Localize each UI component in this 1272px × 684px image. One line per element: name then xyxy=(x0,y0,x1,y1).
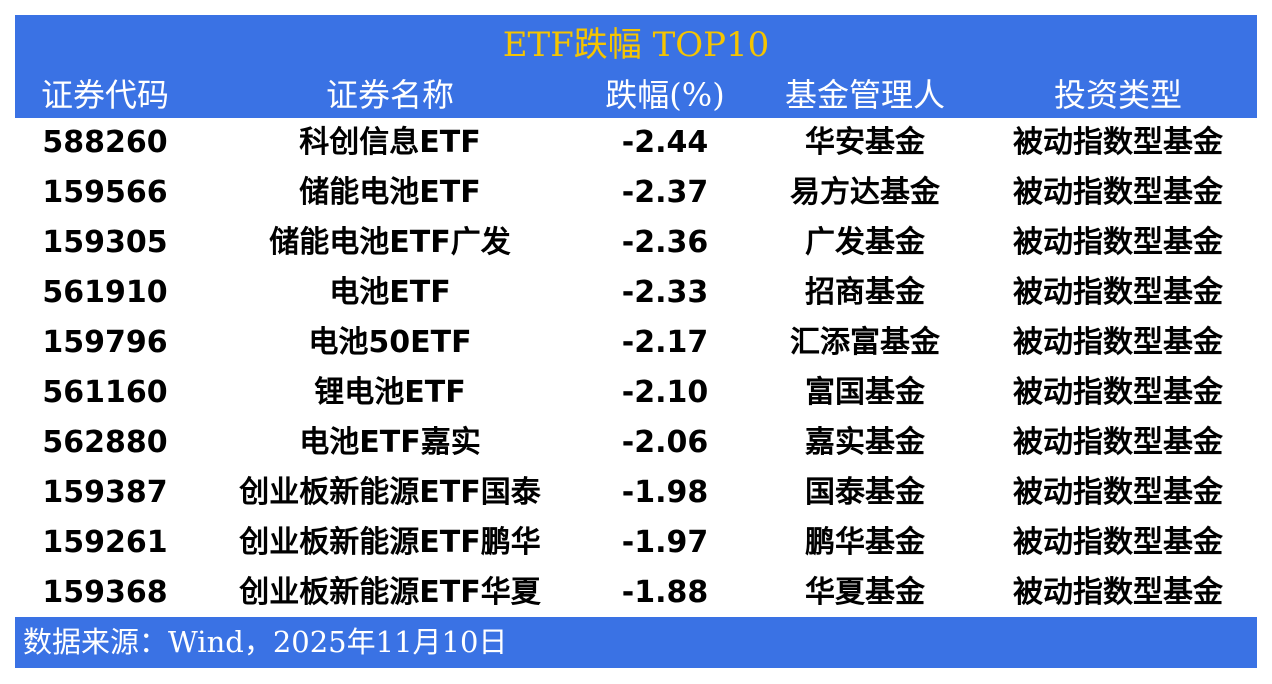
cell-type: 被动指数型基金 xyxy=(1013,325,1223,360)
table-row: 159368 创业板新能源ETF华夏 -1.88 华夏基金 被动指数型基金 xyxy=(15,568,1257,618)
table-row: 562880 电池ETF嘉实 -2.06 嘉实基金 被动指数型基金 xyxy=(15,418,1257,468)
table-header: ETF跌幅 TOP10 证券代码 证券名称 跌幅(%) 基金管理人 投资类型 xyxy=(15,15,1257,118)
cell-manager: 广发基金 xyxy=(805,225,925,260)
cell-type: 被动指数型基金 xyxy=(1013,375,1223,410)
cell-manager: 嘉实基金 xyxy=(805,425,925,460)
cell-code: 159387 xyxy=(42,475,168,510)
table-row: 159796 电池50ETF -2.17 汇添富基金 被动指数型基金 xyxy=(15,318,1257,368)
cell-type: 被动指数型基金 xyxy=(1013,525,1223,560)
cell-change: -2.06 xyxy=(621,425,709,460)
cell-change: -2.37 xyxy=(621,175,709,210)
table-row: 159261 创业板新能源ETF鹏华 -1.97 鹏华基金 被动指数型基金 xyxy=(15,518,1257,568)
cell-change: -2.36 xyxy=(621,225,709,260)
cell-manager: 汇添富基金 xyxy=(790,325,940,360)
cell-code: 159566 xyxy=(42,175,168,210)
cell-change: -2.17 xyxy=(621,325,709,360)
cell-code: 159368 xyxy=(42,575,168,610)
cell-manager: 易方达基金 xyxy=(790,175,940,210)
cell-code: 562880 xyxy=(42,425,168,460)
cell-manager: 国泰基金 xyxy=(805,475,925,510)
cell-code: 588260 xyxy=(42,125,168,160)
cell-name: 储能电池ETF xyxy=(299,175,481,210)
cell-manager: 华安基金 xyxy=(805,125,925,160)
cell-type: 被动指数型基金 xyxy=(1013,175,1223,210)
cell-name: 创业板新能源ETF华夏 xyxy=(239,575,541,610)
column-header-manager: 基金管理人 xyxy=(784,76,946,114)
cell-change: -1.88 xyxy=(621,575,709,610)
source-footer: 数据来源：Wind，2025年11月10日 xyxy=(15,617,1257,668)
cell-manager: 富国基金 xyxy=(805,375,925,410)
cell-type: 被动指数型基金 xyxy=(1013,575,1223,610)
cell-name: 电池ETF xyxy=(329,275,451,310)
table-row: 159305 储能电池ETF广发 -2.36 广发基金 被动指数型基金 xyxy=(15,218,1257,268)
cell-code: 159305 xyxy=(42,225,168,260)
cell-change: -1.97 xyxy=(621,525,709,560)
column-header-name: 证券名称 xyxy=(325,76,455,114)
cell-name: 科创信息ETF xyxy=(299,125,481,160)
table-row: 588260 科创信息ETF -2.44 华安基金 被动指数型基金 xyxy=(15,118,1257,168)
cell-change: -1.98 xyxy=(621,475,709,510)
cell-code: 561160 xyxy=(42,375,168,410)
column-header-type: 投资类型 xyxy=(1053,76,1183,114)
cell-type: 被动指数型基金 xyxy=(1013,425,1223,460)
cell-type: 被动指数型基金 xyxy=(1013,275,1223,310)
cell-change: -2.44 xyxy=(621,125,709,160)
cell-manager: 鹏华基金 xyxy=(805,525,925,560)
cell-name: 创业板新能源ETF国泰 xyxy=(239,475,541,510)
cell-type: 被动指数型基金 xyxy=(1013,125,1223,160)
column-headers: 证券代码 证券名称 跌幅(%) 基金管理人 投资类型 xyxy=(15,73,1257,117)
cell-change: -2.33 xyxy=(621,275,709,310)
cell-manager: 招商基金 xyxy=(805,275,925,310)
table-row: 561160 锂电池ETF -2.10 富国基金 被动指数型基金 xyxy=(15,368,1257,418)
cell-manager: 华夏基金 xyxy=(805,575,925,610)
cell-code: 159261 xyxy=(42,525,168,560)
cell-name: 创业板新能源ETF鹏华 xyxy=(239,525,541,560)
table-row: 561910 电池ETF -2.33 招商基金 被动指数型基金 xyxy=(15,268,1257,318)
cell-name: 电池50ETF xyxy=(308,325,472,360)
table-row: 159387 创业板新能源ETF国泰 -1.98 国泰基金 被动指数型基金 xyxy=(15,468,1257,518)
cell-type: 被动指数型基金 xyxy=(1013,225,1223,260)
cell-code: 159796 xyxy=(42,325,168,360)
column-header-change: 跌幅(%) xyxy=(605,76,725,114)
cell-name: 储能电池ETF广发 xyxy=(269,225,511,260)
table-row: 159566 储能电池ETF -2.37 易方达基金 被动指数型基金 xyxy=(15,168,1257,218)
cell-code: 561910 xyxy=(42,275,168,310)
cell-type: 被动指数型基金 xyxy=(1013,475,1223,510)
table-title: ETF跌幅 TOP10 xyxy=(502,25,770,65)
cell-name: 锂电池ETF xyxy=(314,375,466,410)
cell-change: -2.10 xyxy=(621,375,709,410)
column-header-code: 证券代码 xyxy=(40,76,170,114)
cell-name: 电池ETF嘉实 xyxy=(299,425,481,460)
table-body: 588260 科创信息ETF -2.44 华安基金 被动指数型基金 159566 储能电池E… xyxy=(15,118,1257,618)
